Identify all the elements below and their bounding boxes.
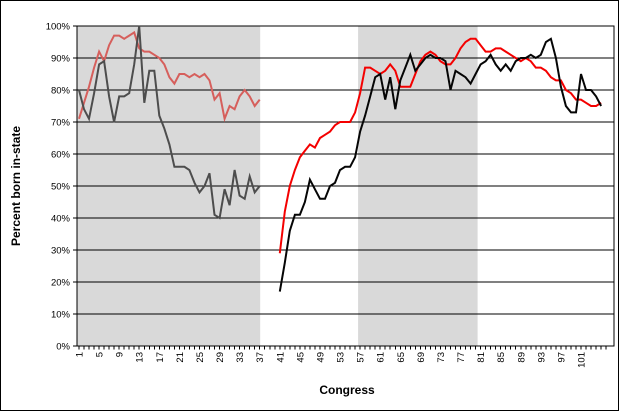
y-tick-label: 50%	[51, 182, 71, 193]
x-tick-label: 29	[215, 352, 226, 363]
x-tick-label: 101	[577, 352, 588, 368]
x-tick-label: 5	[95, 352, 106, 357]
x-tick-label: 1	[75, 352, 86, 357]
x-tick-label: 89	[516, 352, 527, 363]
y-tick-label: 80%	[51, 86, 71, 97]
x-tick-label: 13	[135, 352, 146, 363]
x-tick-label: 17	[155, 352, 166, 363]
x-tick-label: 61	[376, 352, 387, 363]
x-tick-label: 9	[115, 352, 126, 357]
dark-series-segment	[278, 37, 602, 292]
x-tick-label: 77	[456, 352, 467, 363]
y-tick-label: 40%	[51, 214, 71, 225]
x-tick-label: 45	[295, 352, 306, 363]
y-tick-label: 20%	[51, 278, 71, 289]
y-axis-title: Percent born in-state	[9, 125, 23, 247]
y-tick-label: 30%	[51, 246, 71, 257]
x-tick-label: 33	[235, 352, 246, 363]
x-tick-label: 37	[255, 352, 266, 363]
x-tick-label: 21	[175, 352, 186, 363]
dark-series-segment	[78, 25, 261, 220]
x-axis-title: Congress	[319, 383, 375, 397]
red-series-segment	[278, 37, 602, 254]
y-tick-label: 100%	[46, 22, 71, 33]
x-tick-label: 69	[416, 352, 427, 363]
x-tick-label: 25	[195, 352, 206, 363]
x-tick-label: 49	[316, 352, 327, 363]
y-tick-label: 10%	[51, 310, 71, 321]
x-tick-label: 41	[275, 352, 286, 363]
x-tick-label: 57	[356, 352, 367, 363]
red-series-segment	[78, 30, 261, 123]
x-tick-label: 85	[496, 352, 507, 363]
x-tick-label: 97	[556, 352, 567, 363]
x-tick-label: 65	[396, 352, 407, 363]
y-tick-label: 90%	[51, 54, 71, 65]
x-tick-label: 93	[536, 352, 547, 363]
x-tick-label: 73	[436, 352, 447, 363]
y-tick-label: 70%	[51, 118, 71, 129]
x-tick-label: 81	[476, 352, 487, 363]
y-tick-label: 60%	[51, 150, 71, 161]
y-tick-label: 0%	[56, 342, 70, 353]
x-tick-label: 53	[336, 352, 347, 363]
